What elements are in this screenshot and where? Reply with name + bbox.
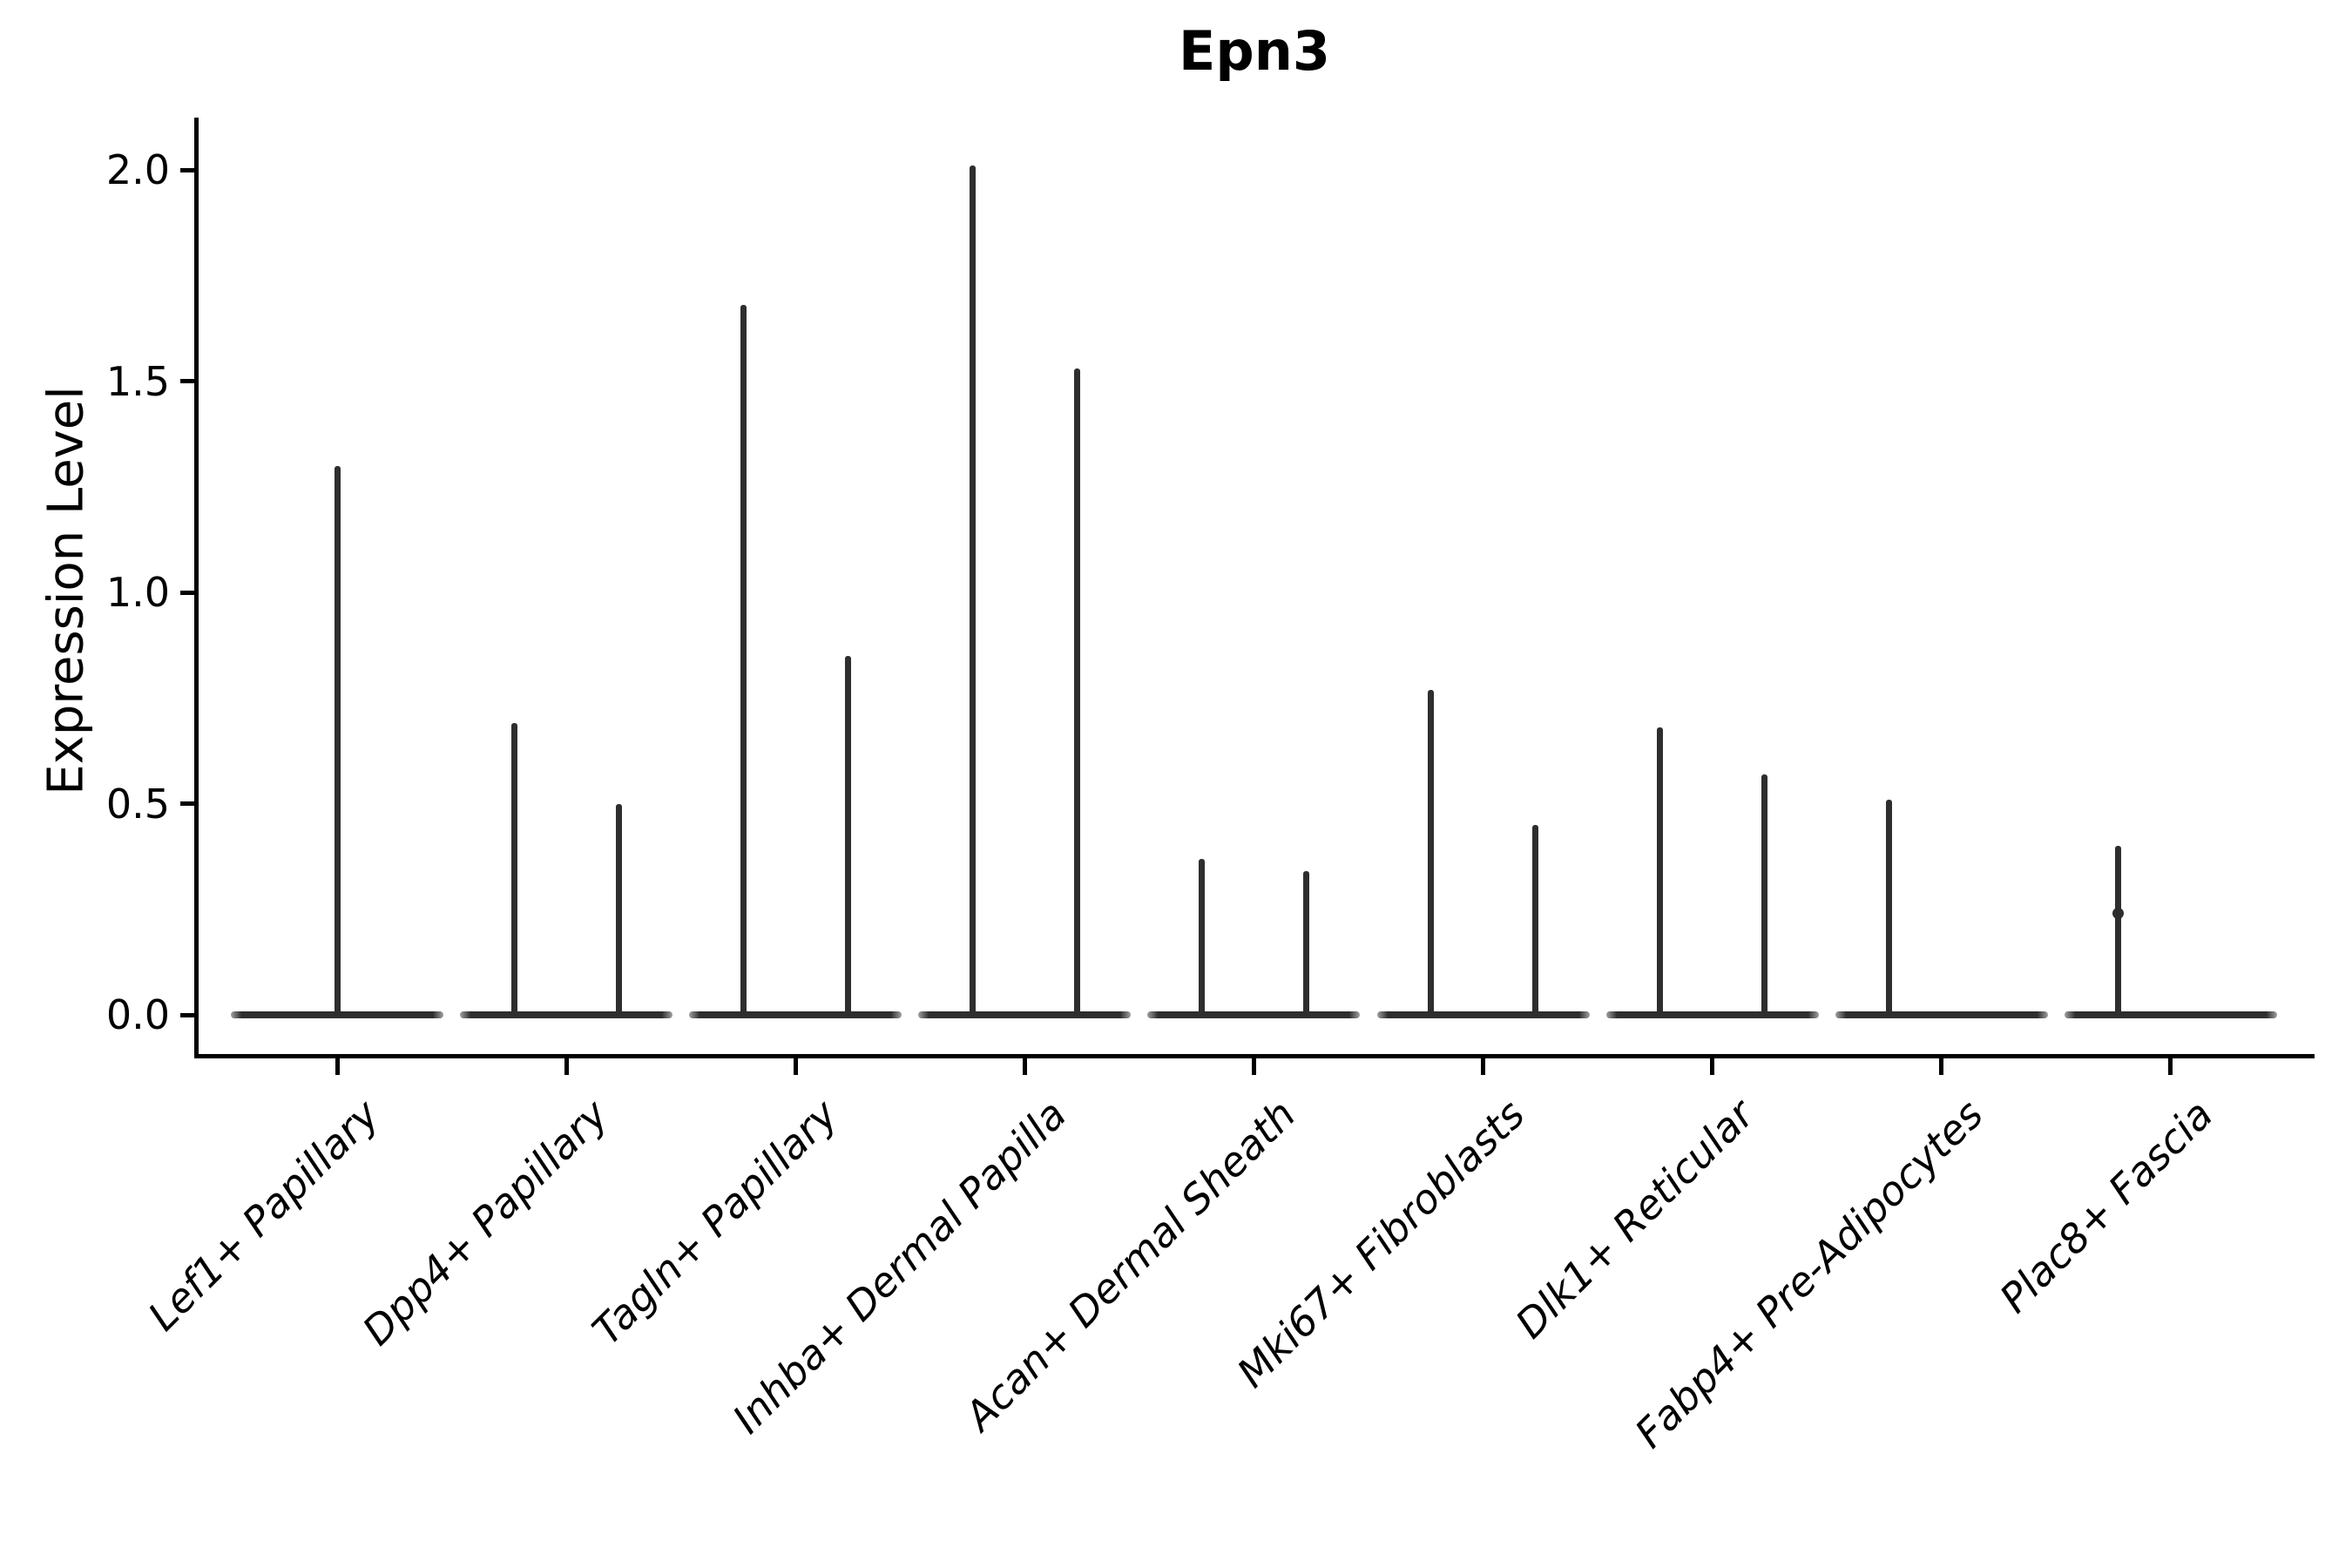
- y-tick-label: 2.0: [105, 146, 170, 193]
- x-axis-tick: [1022, 1058, 1027, 1075]
- x-axis-tick: [564, 1058, 569, 1075]
- violin-spike: [2115, 846, 2122, 1018]
- x-axis-tick: [335, 1058, 340, 1075]
- violin-baseline: [460, 1011, 673, 1018]
- x-axis-tick: [1481, 1058, 1485, 1075]
- violin-spike: [1761, 774, 1768, 1018]
- x-tick-label: Plac8+ Fascia: [1990, 1091, 2221, 1322]
- violin-baseline: [1835, 1011, 2048, 1018]
- violin-spike: [969, 166, 976, 1018]
- violin-baseline: [1147, 1011, 1361, 1018]
- violin-spike: [1428, 689, 1434, 1018]
- y-tick-label: 0.0: [105, 991, 170, 1038]
- violin-baseline: [689, 1011, 902, 1018]
- y-tick-label: 1.5: [105, 357, 170, 405]
- violin-baseline: [1376, 1011, 1590, 1018]
- x-axis-tick: [2168, 1058, 2173, 1075]
- x-axis-tick: [793, 1058, 798, 1075]
- violin-baseline: [918, 1011, 1132, 1018]
- violin-spike: [1073, 368, 1080, 1018]
- y-axis-tick: [180, 590, 196, 595]
- violin-baseline: [2064, 1011, 2277, 1018]
- violin-spike-knot: [2112, 908, 2125, 920]
- x-tick-label: Dpp4+ Papillary: [353, 1091, 618, 1355]
- y-axis-tick: [180, 167, 196, 172]
- violin-spike: [615, 803, 622, 1018]
- x-tick-label: Lef1+ Papillary: [139, 1091, 389, 1340]
- violin-spike: [740, 305, 747, 1018]
- y-tick-label: 0.5: [105, 780, 170, 828]
- y-axis-tick: [180, 1012, 196, 1017]
- y-axis-tick: [180, 801, 196, 806]
- x-tick-label: Tagln+ Papillary: [583, 1091, 847, 1355]
- x-axis-tick: [1251, 1058, 1256, 1075]
- x-axis-spine: [194, 1054, 2315, 1058]
- x-axis-tick: [1939, 1058, 1944, 1075]
- violin-spike: [1657, 727, 1664, 1018]
- y-axis-spine: [194, 118, 199, 1058]
- violin-spike: [1886, 799, 1893, 1018]
- violin-spike: [1198, 858, 1205, 1018]
- y-axis-tick: [180, 379, 196, 383]
- violin-spike: [844, 655, 851, 1018]
- violin-spike: [1532, 824, 1538, 1018]
- chart-title: Epn3: [1178, 19, 1330, 83]
- y-tick-label: 1.0: [105, 569, 170, 616]
- x-axis-tick: [1710, 1058, 1715, 1075]
- violin-spike: [1302, 871, 1309, 1018]
- violin-baseline: [1605, 1011, 1819, 1018]
- x-tick-label: Dlk1+ Reticular: [1506, 1091, 1763, 1348]
- violin-spike: [510, 723, 517, 1018]
- violin-spike: [334, 465, 341, 1018]
